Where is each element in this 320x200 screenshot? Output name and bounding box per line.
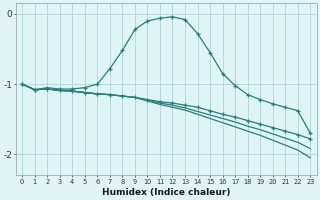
- X-axis label: Humidex (Indice chaleur): Humidex (Indice chaleur): [102, 188, 230, 197]
